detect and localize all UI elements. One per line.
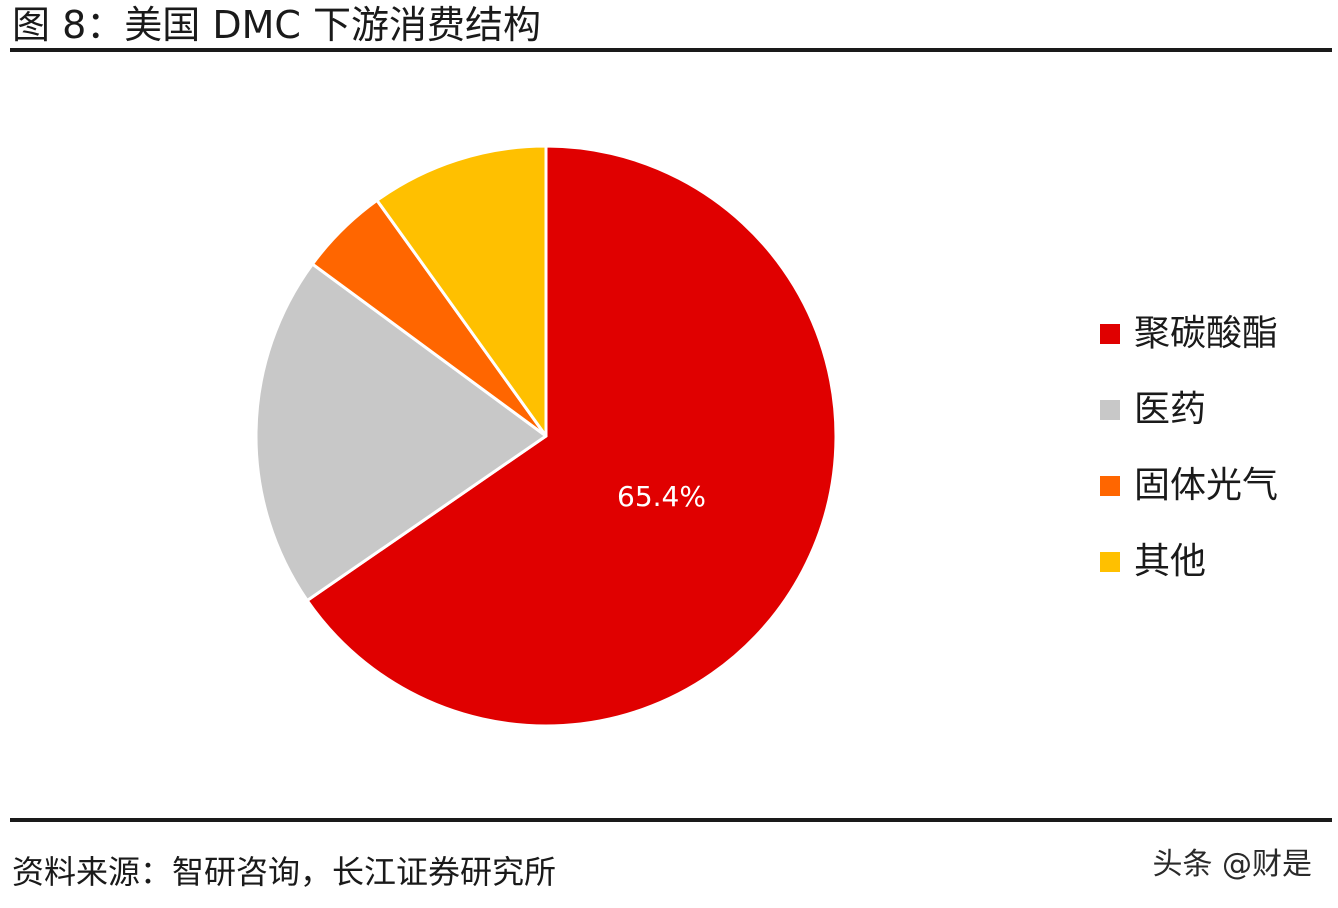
chart-legend: 聚碳酸酯医药固体光气其他 xyxy=(1100,296,1278,600)
pie-slice-3 xyxy=(375,144,548,438)
legend-label: 聚碳酸酯 xyxy=(1134,313,1279,354)
legend-swatch xyxy=(1100,552,1120,572)
source-note: 资料来源：智研咨询，长江证券研究所 xyxy=(12,853,557,891)
legend-label: 固体光气 xyxy=(1134,465,1279,506)
pie-slice-1 xyxy=(254,262,548,603)
legend-item-1: 医药 xyxy=(1100,372,1278,448)
legend-item-3: 其他 xyxy=(1100,524,1278,600)
watermark: 头条 @财是 xyxy=(1152,847,1312,882)
pie-slice-0 xyxy=(305,144,838,728)
pie-data-label-0: 65.4% xyxy=(617,480,706,513)
legend-label: 其他 xyxy=(1134,541,1207,582)
title-rule xyxy=(10,48,1332,52)
legend-label: 医药 xyxy=(1134,389,1207,430)
legend-item-2: 固体光气 xyxy=(1100,448,1278,524)
legend-item-0: 聚碳酸酯 xyxy=(1100,296,1278,372)
figure-title: 图 8：美国 DMC 下游消费结构 xyxy=(12,3,541,47)
legend-swatch xyxy=(1100,400,1120,420)
source-rule xyxy=(10,818,1332,822)
legend-swatch xyxy=(1100,324,1120,344)
legend-swatch xyxy=(1100,476,1120,496)
